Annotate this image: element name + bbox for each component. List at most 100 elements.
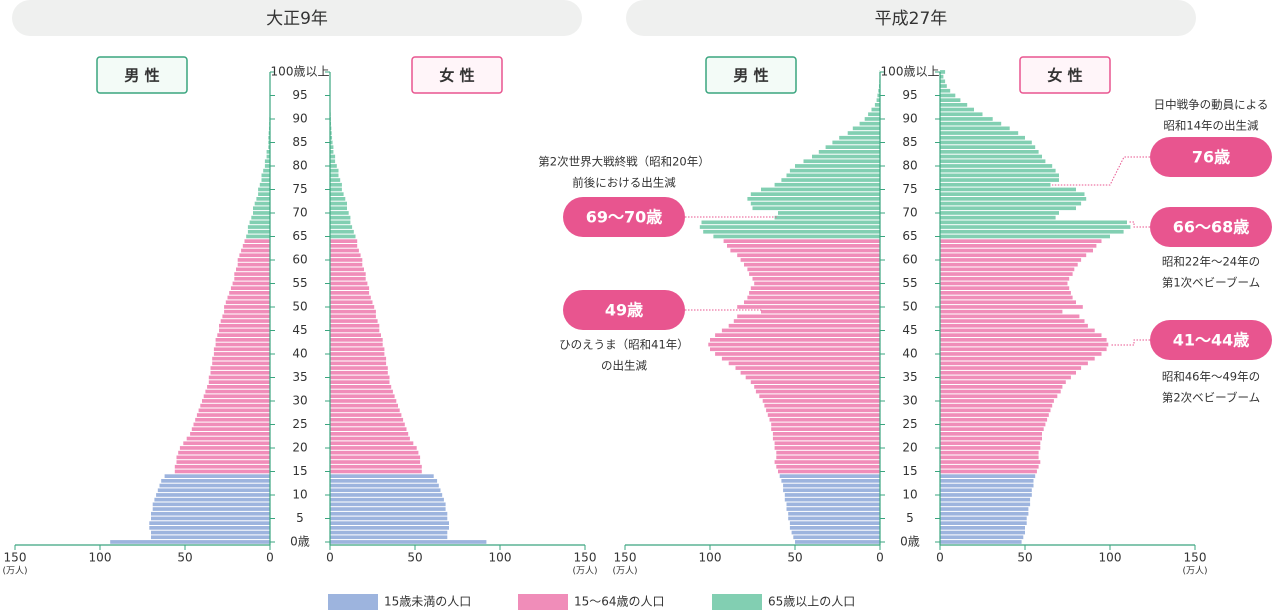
female-bar xyxy=(330,145,334,149)
male-bar xyxy=(186,436,270,441)
male-bar xyxy=(232,281,270,286)
female-bar xyxy=(940,201,1082,206)
female-bar xyxy=(330,356,387,361)
female-bar xyxy=(330,220,351,225)
male-bar xyxy=(839,135,880,140)
male-bar xyxy=(710,347,880,352)
male-bar xyxy=(151,530,270,535)
female-bar xyxy=(940,84,947,88)
male-bar xyxy=(795,164,880,168)
male-bar xyxy=(224,305,270,309)
female-bar xyxy=(940,328,1095,333)
male-bar xyxy=(750,192,880,196)
chart-title: 大正9年 xyxy=(266,9,328,29)
callout-note: 昭和22年～24年の xyxy=(1162,255,1260,269)
female-bar xyxy=(330,540,487,544)
age-tick-label: 95 xyxy=(902,88,917,102)
male-bar xyxy=(818,150,880,154)
female-bar xyxy=(330,521,449,525)
female-bar xyxy=(940,450,1039,455)
female-bar xyxy=(330,526,449,530)
female-bar xyxy=(940,408,1051,413)
male-bar xyxy=(239,253,270,258)
male-bar xyxy=(783,483,880,488)
male-bar xyxy=(789,526,880,530)
female-bar xyxy=(330,441,414,446)
male-bar xyxy=(154,497,270,502)
female-bar xyxy=(330,488,441,493)
female-bar xyxy=(330,258,363,262)
male-bar xyxy=(778,469,880,474)
callout-pill xyxy=(563,290,685,330)
female-bar xyxy=(940,262,1078,267)
female-bar xyxy=(330,328,380,333)
female-bar xyxy=(330,272,366,276)
female-bar xyxy=(940,441,1041,446)
male-bar xyxy=(205,389,270,394)
female-bar xyxy=(940,220,1127,225)
male-bar xyxy=(735,366,880,370)
male-label: 男 性 xyxy=(124,67,159,85)
female-bar xyxy=(330,464,422,469)
callout-note: 第2次ベビーブーム xyxy=(1162,391,1260,405)
female-bar xyxy=(330,276,366,281)
female-bar xyxy=(940,540,1022,544)
male-x-tick-label: 100 xyxy=(89,551,112,565)
female-bar xyxy=(940,98,961,102)
female-bar xyxy=(940,432,1042,436)
callout-label: 41～44歳 xyxy=(1173,331,1250,350)
leader-line xyxy=(1128,221,1150,228)
male-bar xyxy=(259,182,270,187)
male-bar xyxy=(795,540,880,544)
male-bar xyxy=(247,225,270,229)
legend-swatch xyxy=(712,594,762,610)
male-bar xyxy=(212,361,270,366)
female-bar xyxy=(940,182,1051,187)
female-bar xyxy=(330,206,347,211)
age-tick-label: 40 xyxy=(292,347,307,361)
chart-title: 平成27年 xyxy=(875,9,948,29)
male-bar xyxy=(788,511,880,516)
callout-label: 76歳 xyxy=(1192,148,1230,167)
age-tick-label: 55 xyxy=(292,276,307,290)
female-bar xyxy=(940,93,956,98)
female-bar xyxy=(330,150,334,154)
female-bar xyxy=(940,319,1085,323)
male-bar xyxy=(779,474,880,478)
female-bar xyxy=(940,272,1073,276)
male-bar xyxy=(877,93,880,98)
female-bar xyxy=(940,511,1029,516)
female-bar xyxy=(330,507,446,511)
female-bar xyxy=(940,258,1082,262)
female-bar xyxy=(330,516,448,521)
male-bar xyxy=(750,286,880,290)
female-bar xyxy=(940,446,1041,450)
female-bar xyxy=(940,535,1024,540)
female-bar xyxy=(330,135,333,140)
male-bar xyxy=(261,173,270,178)
female-bar xyxy=(330,502,446,507)
title-banner xyxy=(626,0,1196,36)
male-bar xyxy=(699,225,880,229)
male-bar xyxy=(149,521,270,525)
female-bar xyxy=(940,112,983,117)
callout-label: 49歳 xyxy=(605,301,643,320)
female-bar xyxy=(330,450,419,455)
male-bar xyxy=(191,427,270,431)
female-bar xyxy=(940,267,1075,272)
female-label: 女 性 xyxy=(1047,67,1082,85)
male-bar xyxy=(264,164,270,168)
female-bar xyxy=(330,432,409,436)
callout-note: 第2次世界大戦終戦（昭和20年） xyxy=(538,155,709,169)
female-bar xyxy=(940,493,1032,497)
female-bar xyxy=(940,507,1029,511)
female-x-tick-label: 50 xyxy=(1017,551,1032,565)
female-bar xyxy=(940,300,1076,305)
male-bar xyxy=(876,98,880,102)
female-bar xyxy=(330,455,421,460)
male-bar xyxy=(208,380,270,384)
female-bar xyxy=(940,244,1097,248)
male-bar xyxy=(747,267,880,272)
male-bar xyxy=(776,455,880,460)
